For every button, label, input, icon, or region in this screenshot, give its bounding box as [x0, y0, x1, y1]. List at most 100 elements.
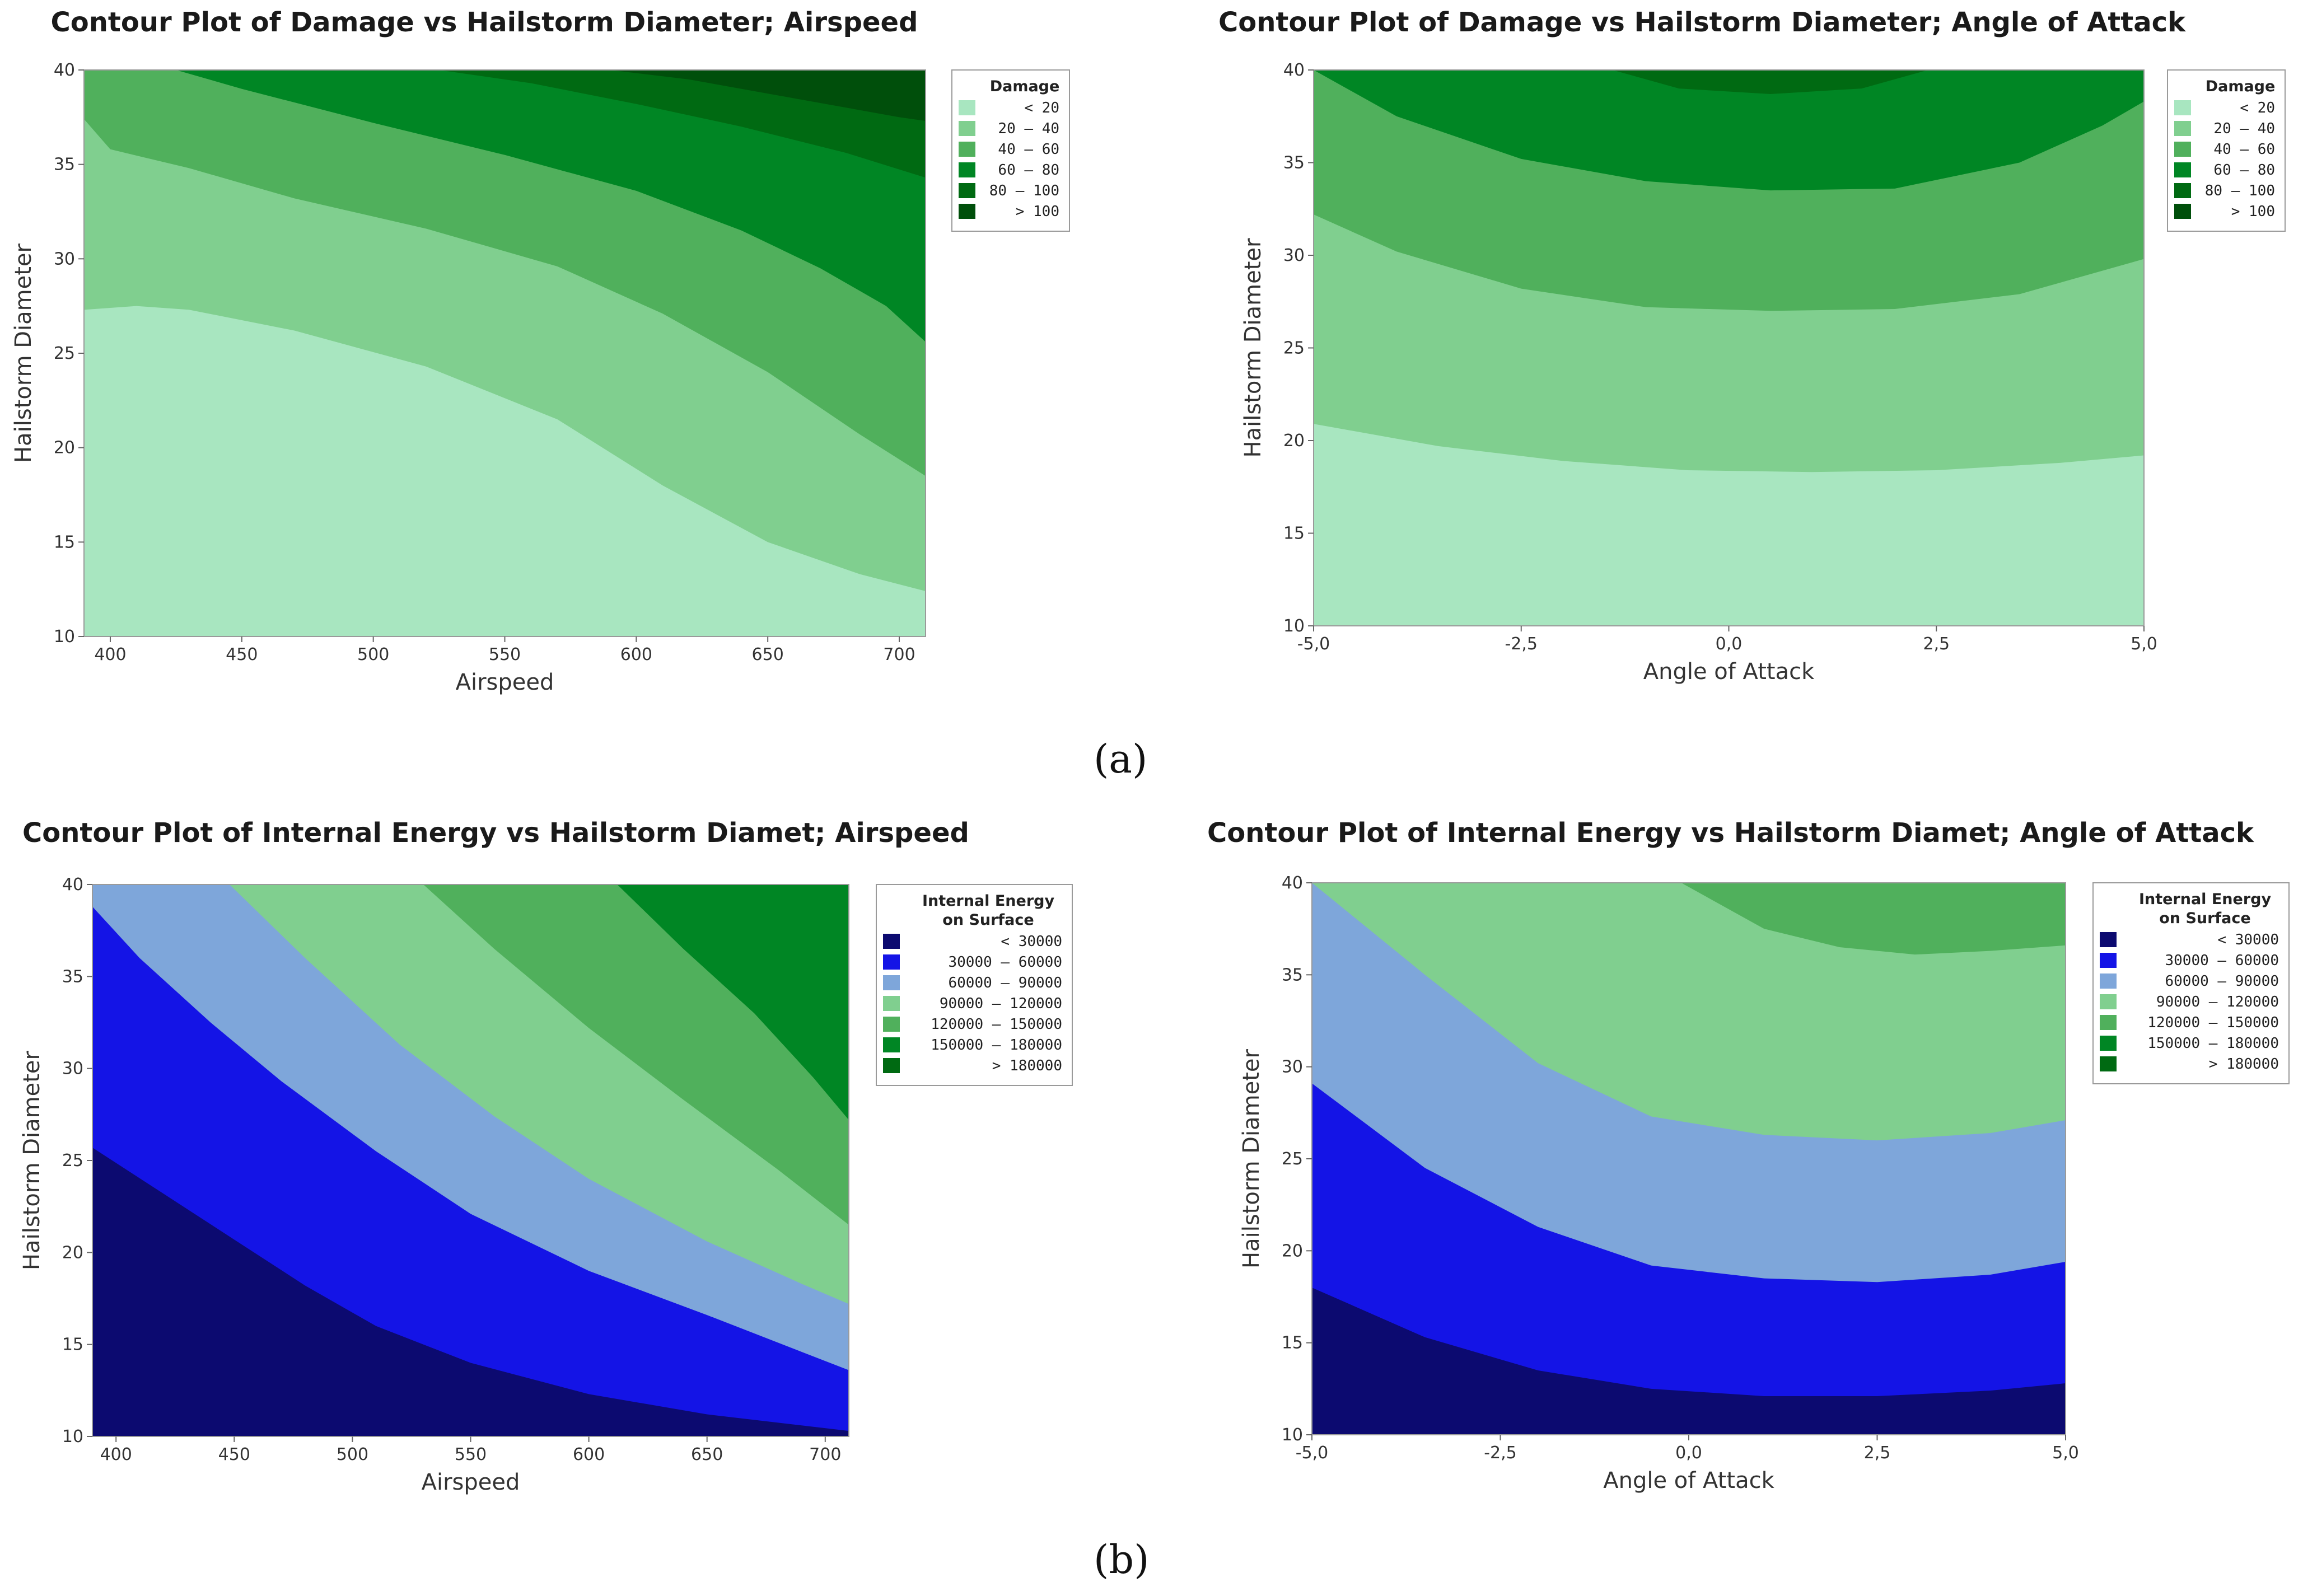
legend-swatch [883, 996, 900, 1011]
y-axis-label: Hailstorm Diameter [19, 1050, 45, 1270]
legend-label: < 30000 [1001, 933, 1062, 950]
x-tick-label: 500 [357, 645, 389, 664]
x-tick-label: 0,0 [1675, 1443, 1702, 1463]
legend-label: 60 – 80 [998, 162, 1059, 179]
chart-panel-damage-angle: Contour Plot of Damage vs Hailstorm Diam… [1151, 0, 2302, 728]
legend-label: 90000 – 120000 [2156, 994, 2279, 1010]
legend-swatch [2100, 1056, 2117, 1071]
legend-swatch [2100, 1036, 2117, 1051]
y-tick-label: 15 [1283, 524, 1305, 544]
legend-title: on Surface [942, 911, 1034, 929]
legend-label: 150000 – 180000 [931, 1037, 1062, 1054]
legend-swatch [883, 975, 900, 990]
legend-label: 60000 – 90000 [949, 975, 1063, 991]
contour-band [1314, 70, 2144, 95]
legend-label: > 100 [1016, 203, 1059, 220]
chart-svg: 400 450 500 550 600 650 700 10 15 20 25 30 35 40 Airsp… [19, 875, 1073, 1495]
legend-label: 120000 – 150000 [931, 1016, 1062, 1033]
y-tick-label: 15 [1282, 1333, 1303, 1353]
y-tick-label: 30 [62, 1059, 83, 1079]
legend-label: < 20 [2240, 100, 2275, 116]
legend-label: 20 – 40 [998, 120, 1059, 137]
legend-label: > 180000 [2209, 1056, 2279, 1073]
y-tick-label: 15 [62, 1335, 83, 1355]
contour-band [92, 884, 849, 1120]
legend-title: Internal Energy [2139, 891, 2272, 908]
legend-label: < 20 [1024, 100, 1059, 116]
chart-title: Contour Plot of Damage vs Hailstorm Diam… [1218, 7, 2185, 38]
figure-label-a: (a) [1094, 736, 1148, 782]
legend-swatch [2100, 953, 2117, 968]
legend-title: on Surface [2159, 910, 2250, 927]
y-tick-label: 35 [62, 967, 83, 986]
x-tick-label: 700 [883, 645, 915, 664]
y-tick-label: 35 [54, 155, 75, 175]
legend-swatch [883, 1037, 900, 1052]
legend-swatch [2100, 1015, 2117, 1030]
x-tick-label: -5,0 [1296, 1443, 1329, 1463]
y-tick-label: 20 [1282, 1241, 1303, 1261]
y-tick-label: 30 [1282, 1057, 1303, 1077]
legend-label: < 30000 [2217, 932, 2279, 948]
y-tick-label: 35 [1282, 965, 1303, 985]
legend-title: Internal Energy [922, 892, 1055, 910]
y-tick-label: 15 [54, 532, 75, 552]
legend-swatch [959, 183, 975, 198]
legend-label: 30000 – 60000 [949, 954, 1063, 971]
legend-title: Damage [2206, 78, 2276, 95]
chart-title: Contour Plot of Internal Energy vs Hails… [22, 817, 969, 849]
legend-title: Damage [990, 78, 1060, 95]
y-tick-label: 30 [54, 249, 75, 269]
y-tick-label: 20 [1283, 431, 1305, 451]
x-tick-label: 400 [94, 645, 126, 664]
legend-swatch [959, 121, 975, 136]
y-axis-label: Hailstorm Diameter [1239, 1049, 1264, 1269]
x-tick-label: -2,5 [1484, 1443, 1517, 1463]
legend-label: 80 – 100 [2205, 182, 2275, 199]
legend-swatch [2100, 973, 2117, 989]
x-tick-label: 450 [218, 1445, 250, 1464]
x-tick-label: 5,0 [2052, 1443, 2079, 1463]
legend-swatch [2174, 183, 2191, 198]
legend-label: 90000 – 120000 [940, 995, 1062, 1012]
legend-swatch [2174, 204, 2191, 219]
y-tick-label: 30 [1283, 246, 1305, 265]
x-tick-label: 0,0 [1716, 634, 1743, 654]
legend-swatch [2174, 121, 2191, 136]
legend-label: 120000 – 150000 [2147, 1014, 2279, 1031]
x-tick-label: 2,5 [1923, 634, 1950, 654]
y-axis-label: Hailstorm Diameter [11, 243, 36, 463]
chart-panel-energy-angle: Contour Plot of Internal Energy vs Hails… [1151, 812, 2302, 1539]
legend-swatch [2100, 932, 2117, 947]
legend-swatch [2174, 162, 2191, 177]
y-tick-label: 35 [1283, 153, 1305, 173]
legend-swatch [883, 954, 900, 970]
x-tick-label: 500 [337, 1445, 368, 1464]
y-tick-label: 40 [1282, 873, 1303, 893]
chart-panel-damage-airspeed: Contour Plot of Damage vs Hailstorm Diam… [0, 0, 1151, 728]
legend-label: 20 – 40 [2213, 120, 2275, 137]
legend-swatch [959, 162, 975, 177]
y-axis-label: Hailstorm Diameter [1240, 238, 1266, 458]
y-tick-label: 10 [1282, 1425, 1303, 1445]
x-tick-label: 400 [100, 1445, 132, 1464]
legend-label: 60000 – 90000 [2165, 973, 2279, 990]
contour-band [84, 70, 926, 342]
x-tick-label: 5,0 [2131, 634, 2157, 654]
x-tick-label: 550 [489, 645, 521, 664]
chart-title: Contour Plot of Internal Energy vs Hails… [1207, 817, 2254, 849]
chart-svg: -5,0 -2,5 0,0 2,5 5,0 10 15 20 25 30 35 40 Angle of … [1240, 60, 2286, 685]
y-tick-label: 40 [1283, 60, 1305, 80]
legend-label: 40 – 60 [998, 141, 1059, 158]
y-tick-label: 10 [54, 627, 75, 647]
x-tick-label: 650 [691, 1445, 723, 1464]
legend-label: > 100 [2231, 203, 2275, 220]
y-tick-label: 20 [62, 1243, 83, 1262]
x-axis-label: Airspeed [422, 1469, 520, 1495]
legend-swatch [2100, 994, 2117, 1009]
x-axis-label: Airspeed [456, 670, 554, 695]
chart-svg: 400 450 500 550 600 650 700 10 15 20 25 30 35 40 Airsp… [11, 60, 1070, 695]
legend-swatch [883, 1017, 900, 1032]
figure-label-b: (b) [1094, 1537, 1150, 1583]
legend-label: 80 – 100 [989, 182, 1059, 199]
